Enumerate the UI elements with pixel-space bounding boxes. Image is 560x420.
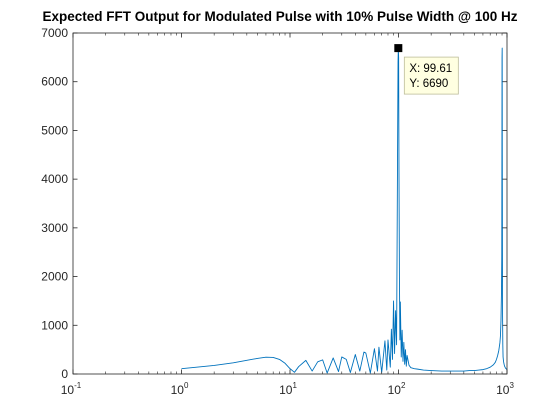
y-tick-label: 6000 — [41, 75, 68, 89]
datatip[interactable]: X: 99.61 Y: 6690 — [394, 44, 459, 95]
y-tick-label: 5000 — [41, 123, 68, 137]
y-tick-label: 0 — [61, 367, 68, 381]
x-tick-label: 10-1 — [61, 381, 82, 397]
x-tick-label: 100 — [171, 381, 189, 397]
series-layer — [181, 47, 508, 374]
datatip-x-label: X: 99.61 — [409, 63, 452, 75]
chart-title: Expected FFT Output for Modulated Pulse … — [42, 9, 518, 24]
y-tick-label: 4000 — [41, 172, 68, 186]
datatip-y-label: Y: 6690 — [409, 78, 448, 90]
datatip-box[interactable] — [403, 56, 459, 95]
y-tick-label: 3000 — [41, 221, 68, 235]
y-tick-label: 2000 — [41, 270, 68, 284]
x-tick-label: 102 — [388, 381, 406, 397]
x-tick-label: 101 — [279, 381, 297, 397]
y-tick-label: 1000 — [41, 318, 68, 332]
datatip-marker[interactable] — [394, 44, 403, 53]
ticks-layer: 0 1000 2000 3000 4000 5000 6000 7000 10-1 100 101 1… — [41, 26, 514, 397]
y-tick-label: 7000 — [41, 26, 68, 40]
x-tick-label: 103 — [496, 381, 514, 397]
series-line-1 — [181, 47, 508, 374]
